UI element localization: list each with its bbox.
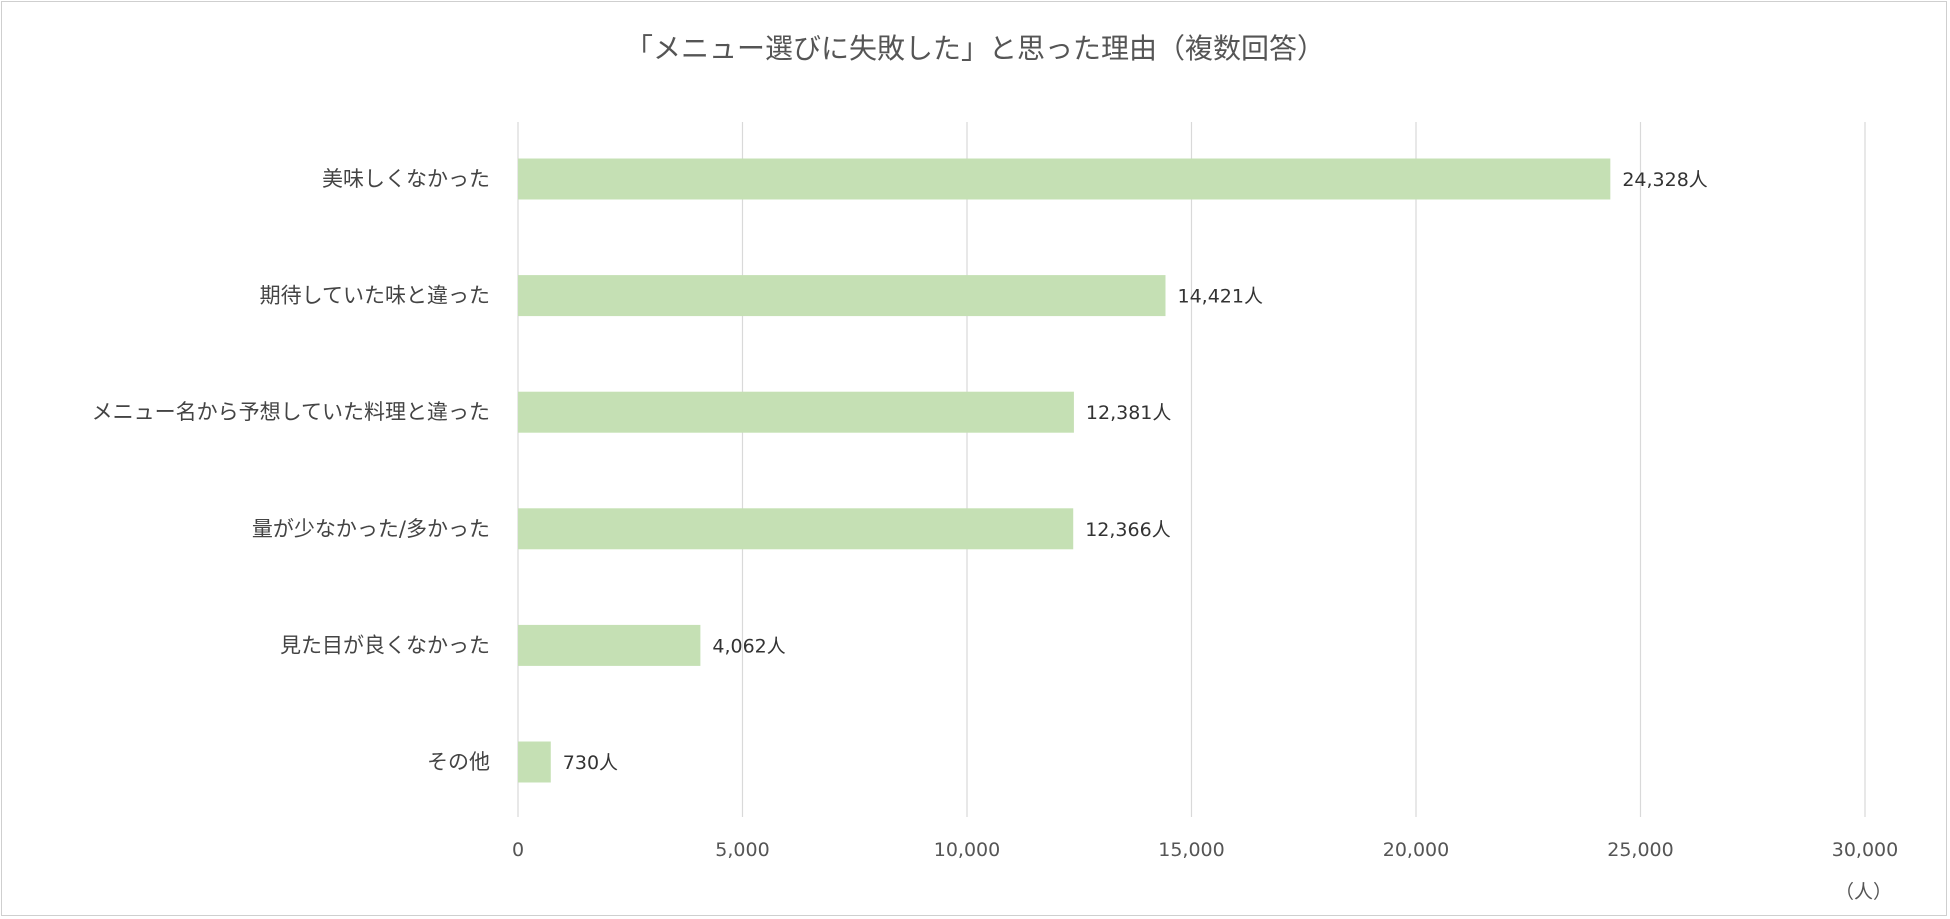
- data-label: 24,328人: [1622, 169, 1707, 191]
- bar: [518, 275, 1166, 317]
- x-tick-label: 15,000: [1158, 839, 1224, 861]
- data-label: 14,421人: [1178, 286, 1263, 308]
- data-label: 12,366人: [1085, 519, 1170, 541]
- x-tick-label: 30,000: [1832, 839, 1898, 861]
- x-tick-label: 5,000: [715, 839, 769, 861]
- x-tick-label: 0: [512, 839, 524, 861]
- bar: [518, 158, 1611, 200]
- x-tick-label: 20,000: [1383, 839, 1449, 861]
- data-label: 730人: [563, 752, 618, 774]
- category-label: 期待していた味と違った: [260, 284, 490, 308]
- category-label: 量が少なかった/多かった: [252, 517, 490, 541]
- x-tick-label: 25,000: [1607, 839, 1673, 861]
- x-axis-unit-label: （人）: [1835, 881, 1892, 903]
- data-label: 4,062人: [712, 635, 785, 657]
- category-label: その他: [427, 750, 490, 774]
- category-label: 見た目が良くなかった: [280, 633, 490, 657]
- category-labels: 美味しくなかった期待していた味と違ったメニュー名から予想していた料理と違った量が…: [92, 167, 490, 774]
- x-axis-ticks: 0 5,000 10,000 15,000 20,000 25,000 30,000: [512, 839, 1898, 861]
- chart-title: 「メニュー選びに失敗した」と思った理由（複数回答）: [625, 32, 1325, 65]
- data-labels: 24,328人 14,421人 12,381人 12,366人 4,062人 730人: [563, 169, 1708, 774]
- x-tick-label: 10,000: [934, 839, 1000, 861]
- bar: [518, 624, 701, 666]
- bar: [518, 391, 1074, 433]
- bars: [518, 158, 1611, 783]
- bar: [518, 508, 1074, 550]
- category-label: 美味しくなかった: [322, 167, 490, 191]
- data-label: 12,381人: [1086, 402, 1171, 424]
- bar: [518, 741, 551, 783]
- category-label: メニュー名から予想していた料理と違った: [92, 400, 490, 424]
- gridlines: [517, 122, 1866, 817]
